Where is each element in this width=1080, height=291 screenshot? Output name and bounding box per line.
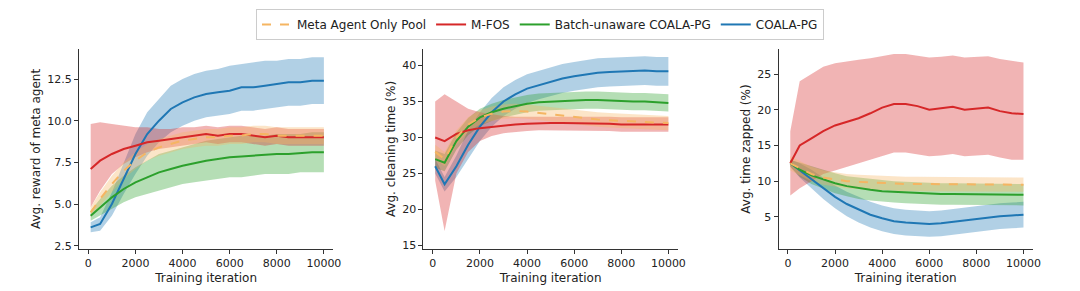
svg-text:12.5: 12.5: [47, 73, 72, 86]
svg-text:Avg. cleaning time (%): Avg. cleaning time (%): [384, 81, 398, 217]
svg-text:8000: 8000: [607, 257, 635, 270]
svg-text:8000: 8000: [263, 257, 291, 270]
svg-text:2.5: 2.5: [54, 240, 72, 253]
svg-text:10000: 10000: [1006, 257, 1041, 270]
svg-text:4000: 4000: [513, 257, 541, 270]
svg-text:2000: 2000: [121, 257, 149, 270]
svg-text:6000: 6000: [560, 257, 588, 270]
svg-text:Meta Agent Only Pool: Meta Agent Only Pool: [297, 18, 426, 32]
svg-text:15: 15: [757, 139, 771, 152]
svg-text:Batch-unaware COALA-PG: Batch-unaware COALA-PG: [555, 18, 711, 32]
svg-text:15: 15: [402, 239, 416, 252]
svg-text:25: 25: [402, 167, 416, 180]
svg-text:0: 0: [85, 257, 92, 270]
svg-text:5.0: 5.0: [54, 198, 72, 211]
svg-text:Training iteration: Training iteration: [499, 271, 602, 285]
svg-text:5: 5: [764, 211, 771, 224]
svg-text:10.0: 10.0: [47, 115, 72, 128]
svg-text:M-FOS: M-FOS: [471, 18, 510, 32]
svg-text:40: 40: [402, 59, 416, 72]
svg-text:0: 0: [784, 257, 791, 270]
svg-text:20: 20: [402, 203, 416, 216]
svg-text:10000: 10000: [651, 257, 686, 270]
svg-text:25: 25: [757, 68, 771, 81]
svg-text:2000: 2000: [821, 257, 849, 270]
svg-text:Avg. time zapped (%): Avg. time zapped (%): [739, 84, 753, 213]
svg-text:35: 35: [402, 95, 416, 108]
svg-text:2000: 2000: [466, 257, 494, 270]
svg-text:6000: 6000: [216, 257, 244, 270]
svg-text:4000: 4000: [868, 257, 896, 270]
svg-text:Training iteration: Training iteration: [154, 271, 257, 285]
svg-text:Training iteration: Training iteration: [854, 271, 957, 285]
svg-text:0: 0: [429, 257, 436, 270]
svg-text:10: 10: [757, 175, 771, 188]
svg-text:10000: 10000: [306, 257, 341, 270]
svg-text:4000: 4000: [169, 257, 197, 270]
svg-text:7.5: 7.5: [54, 156, 72, 169]
svg-text:6000: 6000: [915, 257, 943, 270]
svg-text:8000: 8000: [962, 257, 990, 270]
svg-text:Avg. reward of meta agent: Avg. reward of meta agent: [29, 69, 43, 230]
svg-text:20: 20: [757, 104, 771, 117]
svg-text:30: 30: [402, 131, 416, 144]
svg-text:COALA-PG: COALA-PG: [756, 18, 818, 32]
